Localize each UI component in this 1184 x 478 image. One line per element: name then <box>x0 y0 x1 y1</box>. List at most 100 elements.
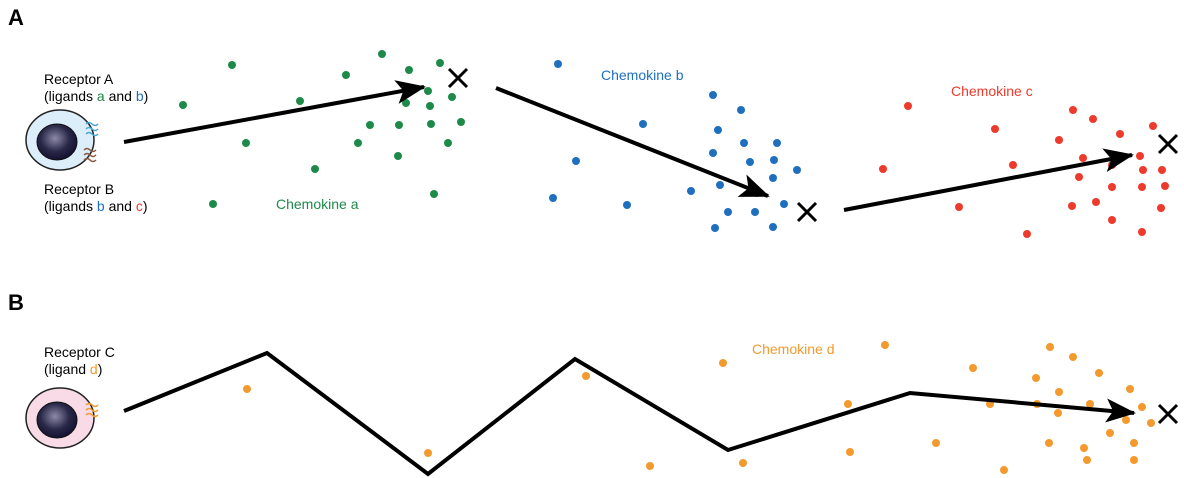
chemokine-b-dot <box>716 181 724 189</box>
chemokine-a-dot <box>395 121 403 129</box>
chemokine-c-dot <box>1023 230 1031 238</box>
chemokine-c-dot <box>1069 106 1077 114</box>
chemokine-d-dot <box>424 449 432 457</box>
chemokine-b-dot <box>769 223 777 231</box>
chemokine-c-dot <box>1158 166 1166 174</box>
chemokine-a-dot <box>354 139 362 147</box>
chemokine-c-dot <box>904 102 912 110</box>
x-mark-icon <box>1157 403 1179 425</box>
chemokine-d-dot <box>1054 409 1062 417</box>
chemokine-a-dots <box>179 50 465 208</box>
chemokine-d-dot <box>739 459 747 467</box>
chemokine-c-dot <box>1138 183 1146 191</box>
ligand-b-text: b <box>136 88 144 104</box>
chemokine-b-dot <box>769 174 777 182</box>
chemokine-c-dots <box>879 102 1169 238</box>
chemokine-a-dot <box>427 120 435 128</box>
chemokine-d-dot <box>1055 388 1063 396</box>
chemokine-c-dot <box>1092 198 1100 206</box>
migration-arrow-1 <box>123 80 426 144</box>
chemokine-c-dot <box>1136 152 1144 160</box>
chemokine-c-dot <box>1108 183 1116 191</box>
chemokine-a-dot <box>430 190 438 198</box>
chemokine-d-dot <box>582 372 590 380</box>
chemokine-d-dot <box>719 359 727 367</box>
chemokine-c-dot <box>1161 182 1169 190</box>
receptor-b-ligands: (ligands b and c) <box>44 198 148 214</box>
chemokine-a-dot <box>457 118 465 126</box>
chemokine-d-dot <box>1069 353 1077 361</box>
chemokine-d-dot <box>1032 374 1040 382</box>
chemokine-d-dot <box>969 364 977 372</box>
chemokine-a-label: Chemokine a <box>276 196 359 212</box>
chemokine-b-dot <box>746 158 754 166</box>
chemokine-c-dot <box>1108 161 1116 169</box>
chemokine-a-dot <box>426 102 434 110</box>
chemokine-a-dot <box>296 97 304 105</box>
chemokine-b-dot <box>793 166 801 174</box>
chemokine-a-dot <box>209 200 217 208</box>
receptor-c-label: Receptor C <box>44 344 115 360</box>
receptor-a-label: Receptor A <box>44 71 114 87</box>
panel-b-letter: B <box>8 290 24 315</box>
chemokine-c-dot <box>1009 161 1017 169</box>
cell-a-icon <box>25 109 99 171</box>
chemokine-c-dot <box>1089 115 1097 123</box>
chemokine-b-dot <box>554 60 562 68</box>
chemokine-c-dot <box>1075 173 1083 181</box>
chemokine-b-dot <box>740 139 748 147</box>
chemokine-b-dot <box>737 106 745 114</box>
chemokine-c-dot <box>1055 136 1063 144</box>
cell-c-icon <box>25 387 99 449</box>
chemokine-c-dot <box>1139 166 1147 174</box>
chemokine-b-dot <box>549 194 557 202</box>
chemokine-c-dot <box>1138 228 1146 236</box>
chemokine-c-dot <box>1149 122 1157 130</box>
chemokine-b-label: Chemokine b <box>601 67 684 83</box>
x-mark-icon <box>1157 133 1179 155</box>
chemokine-a-dot <box>424 87 432 95</box>
migration-arrow-3 <box>843 148 1134 212</box>
chemokine-d-dot <box>1147 419 1155 427</box>
chemokine-c-dot <box>1116 130 1124 138</box>
chemokine-d-dot <box>243 385 251 393</box>
chemokine-d-dot <box>844 400 852 408</box>
chemokine-c-dot <box>1079 154 1087 162</box>
receptor-c-ligands: (ligand d) <box>44 361 102 377</box>
chemokine-d-dot <box>932 439 940 447</box>
chemokine-b-dot <box>623 201 631 209</box>
chemokine-d-dot <box>1083 456 1091 464</box>
chemokine-c-dot <box>991 125 999 133</box>
receptor-a-ligands: (ligands a and b) <box>44 88 148 104</box>
chemokine-a-dot <box>311 165 319 173</box>
chemokine-d-dot <box>1130 439 1138 447</box>
chemokine-b-dot <box>687 187 695 195</box>
chemokine-d-dot <box>1000 466 1008 474</box>
chemokine-d-dot <box>1095 369 1103 377</box>
chemokine-d-dot <box>846 448 854 456</box>
chemokine-b-dot <box>773 139 781 147</box>
chemokine-c-label: Chemokine c <box>951 83 1033 99</box>
chemokine-d-dot <box>1138 403 1146 411</box>
chemokine-c-dot <box>1068 202 1076 210</box>
ligand-c-text: c <box>136 198 143 214</box>
chemokine-b-dot <box>709 149 717 157</box>
chemokine-b-dot <box>709 91 717 99</box>
ligand-d-text: d <box>90 361 98 377</box>
chemokine-d-dot <box>1045 439 1053 447</box>
chemokine-a-dot <box>405 66 413 74</box>
chemokine-c-dot <box>879 165 887 173</box>
chemokine-a-dot <box>242 139 250 147</box>
chemokine-a-dot <box>179 101 187 109</box>
x-mark-icon <box>447 67 469 89</box>
chemokine-c-dot <box>1108 216 1116 224</box>
random-migration-path <box>123 350 1136 477</box>
chemokine-d-dot <box>881 341 889 349</box>
x-mark-icon <box>796 201 818 223</box>
ligand-b-text: b <box>97 198 105 214</box>
chemokine-d-dot <box>1086 400 1094 408</box>
chemokine-a-dot <box>444 139 452 147</box>
chemokine-d-dot <box>1046 343 1054 351</box>
receptor-b-icon <box>83 147 97 163</box>
chemokine-d-dot <box>1122 416 1130 424</box>
